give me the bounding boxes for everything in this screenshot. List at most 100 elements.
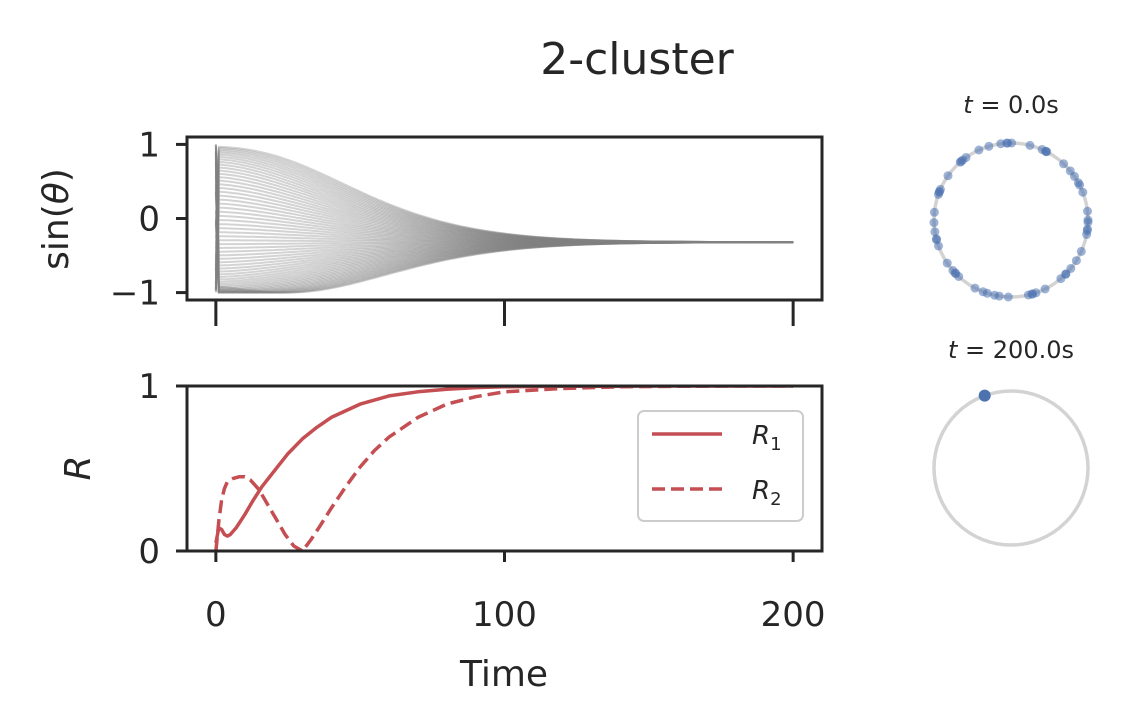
oscillator-line [214,160,794,260]
oscillator-line [214,220,794,253]
oscillator-line [214,169,794,290]
oscillator-line [214,184,794,294]
snapshot-start-point [994,291,1004,301]
legend-r2-main: R [752,476,770,506]
snapshot-start-point [935,184,945,194]
snapshot-start-point [984,141,994,151]
oscillator-line [214,162,794,279]
order-y-ticks: 10 [138,367,187,572]
legend-label-r2: R2 [752,476,782,510]
legend-label-r1: R1 [752,421,782,455]
order-y-label: R [58,455,99,480]
oscillator-line [214,158,794,270]
oscillator-line [214,218,794,294]
phase-y-tick-label: −1 [110,274,160,314]
oscillator-line [214,147,794,273]
order-panel: 10 0 100 200 R Time R1 R2 [58,367,826,695]
phase-y-label: sin(θ) [36,168,77,270]
snapshot-end-points [978,389,991,402]
oscillator-line [214,202,794,273]
oscillator-line [214,191,794,249]
snapshot-start-point [942,258,952,268]
oscillator-line [214,150,794,294]
oscillator-line [214,151,794,271]
oscillator-line [214,146,794,258]
order-x-ticks: 0 100 200 [205,551,826,635]
snapshot-start-point [932,235,942,245]
oscillator-line [214,191,794,267]
snapshot-start-point [1003,138,1013,148]
snapshot-end-ring [932,389,1090,547]
legend-r2-sub: 2 [770,489,781,510]
oscillator-line [214,160,794,290]
oscillator-line [214,149,794,244]
oscillator-line [214,223,794,271]
oscillator-line [214,210,794,270]
oscillator-line [214,188,794,246]
oscillator-line [214,163,794,285]
snapshot-end-var: t [948,336,959,364]
oscillator-line [215,227,794,244]
series-line-r2 [214,386,794,551]
snapshot-end-value: = 200.0s [957,336,1074,364]
oscillator-line [214,190,794,293]
snapshot-end-panel: t = 200.0s [932,336,1090,547]
oscillator-line [214,183,794,290]
order-y-tick-label: 0 [138,532,160,572]
oscillator-line [214,191,794,294]
oscillator-line [214,152,794,289]
snapshot-start-point [929,207,939,217]
snapshot-start-point [1076,246,1086,256]
legend-r1-main: R [752,421,770,451]
order-x-tick-label: 0 [205,595,227,635]
phase-y-tick-label: 1 [138,125,160,165]
phase-y-label-suffix: ) [36,168,77,182]
oscillator-line [214,144,794,291]
phase-panel: 1 0 −1 sin(θ) [36,125,824,326]
oscillator-line [214,145,794,287]
oscillator-lines [214,144,794,294]
oscillator-line [214,220,794,294]
snapshot-start-point [1083,217,1093,227]
snapshot-start-point [996,139,1006,149]
snapshot-start-point [1071,256,1081,266]
snapshot-start-point [1065,166,1075,176]
oscillator-line [214,164,794,294]
oscillator-line [214,179,794,289]
oscillator-line [214,214,794,244]
oscillator-line [214,198,794,268]
snapshot-start-point [948,266,958,275]
phase-x-ticks [214,300,795,326]
phase-y-ticks: 1 0 −1 [110,125,187,314]
oscillator-line [214,193,794,257]
oscillator-line [214,145,794,244]
snapshot-end-point [978,389,991,402]
snapshot-start-point [1061,269,1071,279]
snapshot-start-point [1073,178,1083,188]
snapshot-start-point [974,145,984,155]
snapshot-end-title: t = 200.0s [948,336,1074,364]
oscillator-line [214,172,794,292]
oscillator-line [214,171,794,293]
snapshot-start-point [958,155,968,165]
snapshot-start-panel: t = 0.0s [929,91,1093,302]
oscillator-line [214,206,794,288]
oscillator-line [214,210,794,244]
oscillator-line [214,148,794,244]
snapshot-start-point [1041,146,1050,156]
oscillator-line [214,235,794,244]
oscillator-line [214,209,794,294]
snapshot-start-point [1078,187,1088,197]
phase-y-tick-label: 0 [138,200,160,240]
snapshot-start-point [943,171,953,181]
snapshot-start-title: t = 0.0s [963,91,1058,119]
snapshot-start-points [929,138,1093,302]
oscillator-line [214,194,794,291]
oscillator-line [214,152,794,294]
snapshot-start-point [982,288,992,298]
oscillator-line [214,218,794,260]
oscillator-line [214,182,794,294]
order-x-label: Time [459,654,548,695]
oscillator-line [214,144,794,281]
